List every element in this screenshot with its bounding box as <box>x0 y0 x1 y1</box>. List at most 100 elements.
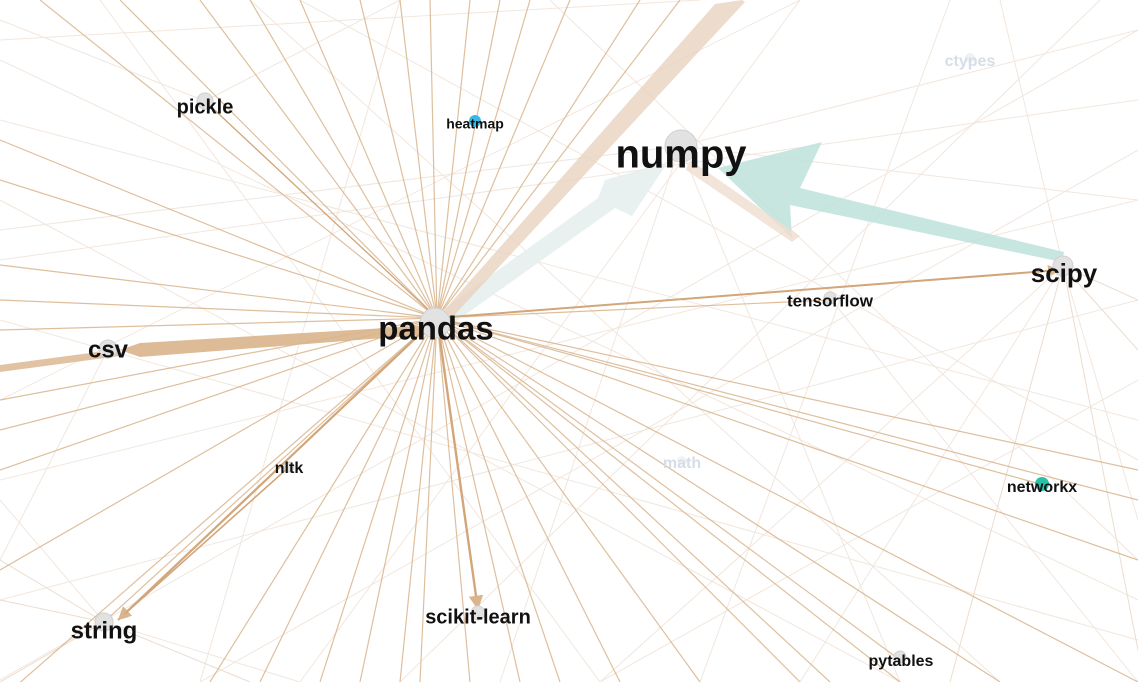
edge-pandas <box>436 317 471 682</box>
edge-hub <box>103 621 251 682</box>
edge-pandas <box>359 0 438 319</box>
edge-dependency-arrow <box>436 264 1061 319</box>
edge-pandas <box>0 317 438 571</box>
node-ctypes[interactable] <box>965 53 975 63</box>
node-tensorflow[interactable] <box>823 291 837 305</box>
background-edge <box>204 0 401 102</box>
node-pickle[interactable] <box>196 92 214 110</box>
edge-pandas <box>399 0 438 319</box>
nodes <box>94 53 1074 664</box>
edge-pandas <box>103 317 438 623</box>
node-networkx[interactable] <box>1035 477 1049 491</box>
background-edge <box>0 199 1138 481</box>
label-math[interactable]: math <box>663 455 701 472</box>
edge-pandas-csv <box>120 325 435 357</box>
edge-pandas <box>39 0 438 319</box>
edge-dependency-arrow <box>117 466 290 621</box>
edge-pandas <box>436 317 1138 561</box>
node-nltk[interactable] <box>283 461 295 473</box>
background-edge <box>829 297 1138 682</box>
background-edge <box>0 119 1138 421</box>
edge-pandas <box>436 317 1138 501</box>
node-math[interactable] <box>677 456 687 466</box>
edge-numpy-tensorflow <box>686 160 800 242</box>
edge-hub <box>1062 265 1138 351</box>
label-pytables[interactable]: pytables <box>869 653 934 670</box>
label-heatmap[interactable]: heatmap <box>446 116 504 132</box>
edge-pandas <box>436 0 471 319</box>
background-edge <box>999 0 1064 267</box>
edge-pandas <box>249 0 438 319</box>
node-string[interactable] <box>94 612 114 632</box>
label-numpy[interactable]: numpy <box>615 133 747 177</box>
edge-pandas <box>199 0 438 319</box>
node-heatmap[interactable] <box>469 115 481 127</box>
background-edge <box>399 0 1101 682</box>
edge-pandas <box>436 317 901 682</box>
edge-pandas <box>436 317 701 682</box>
label-ctypes[interactable]: ctypes <box>945 53 996 70</box>
edge-pandas <box>436 0 681 319</box>
edge-pandas <box>436 317 521 682</box>
edge-pandas <box>119 0 438 319</box>
label-tensorflow[interactable]: tensorflow <box>787 291 874 310</box>
node-pytables[interactable] <box>893 650 907 664</box>
background-edge <box>1062 265 1138 521</box>
label-networkx[interactable]: networkx <box>1007 479 1077 496</box>
label-pickle[interactable]: pickle <box>177 96 234 118</box>
edge-pandas <box>436 317 1138 682</box>
label-scipy[interactable]: scipy <box>1031 258 1098 288</box>
edge-pandas <box>259 317 438 682</box>
edge-pandas <box>0 264 438 319</box>
background-edge <box>0 29 1138 681</box>
background-edge <box>103 621 301 682</box>
edge-pandas <box>0 299 438 319</box>
edge-pandas <box>359 317 438 682</box>
edge-pandas <box>429 0 438 319</box>
edge-pandas <box>436 0 501 319</box>
background-edge <box>599 265 1064 682</box>
edge-pandas <box>436 317 1001 682</box>
edge-pandas <box>0 179 438 319</box>
label-csv[interactable]: csv <box>88 336 129 363</box>
background-edge <box>679 29 1138 147</box>
background-edge <box>0 199 901 682</box>
edge-dependency-arrow <box>117 317 438 621</box>
edge-hub <box>0 599 105 623</box>
edge-pandas <box>0 317 438 471</box>
edge-pandas <box>436 0 571 319</box>
edge-pandas <box>0 317 438 331</box>
edge-hub <box>1062 265 1138 651</box>
edge-pandas <box>436 317 831 682</box>
edge-pandas <box>419 317 438 682</box>
edge-pandas <box>436 317 801 682</box>
background-edge <box>0 59 1138 601</box>
edge-pandas <box>319 317 438 682</box>
background-edge <box>299 0 1138 461</box>
label-pandas[interactable]: pandas <box>378 310 494 347</box>
edge-pandas <box>436 317 1041 485</box>
edge-pandas <box>436 317 901 661</box>
background-edge <box>679 145 901 682</box>
background-edge <box>679 145 1138 201</box>
background-edge <box>0 319 1138 641</box>
edge-pandas <box>0 139 438 319</box>
node-numpy[interactable] <box>664 129 698 163</box>
node-pandas[interactable] <box>419 307 451 339</box>
node-scikit-learn[interactable] <box>470 605 486 621</box>
edge-pandas <box>436 317 621 682</box>
background-edge <box>699 0 951 682</box>
edge-pandas <box>436 299 831 319</box>
edge-pandas <box>436 0 531 319</box>
node-csv[interactable] <box>98 339 118 359</box>
label-nltk[interactable]: nltk <box>275 460 304 477</box>
background-edge <box>299 0 801 682</box>
edge-dependency-arrow <box>205 101 438 319</box>
node-scipy[interactable] <box>1052 255 1074 277</box>
label-scikit-learn[interactable]: scikit-learn <box>425 606 531 628</box>
label-string[interactable]: string <box>71 617 138 644</box>
edge-pandas <box>436 317 1138 471</box>
background-edge <box>0 19 206 102</box>
